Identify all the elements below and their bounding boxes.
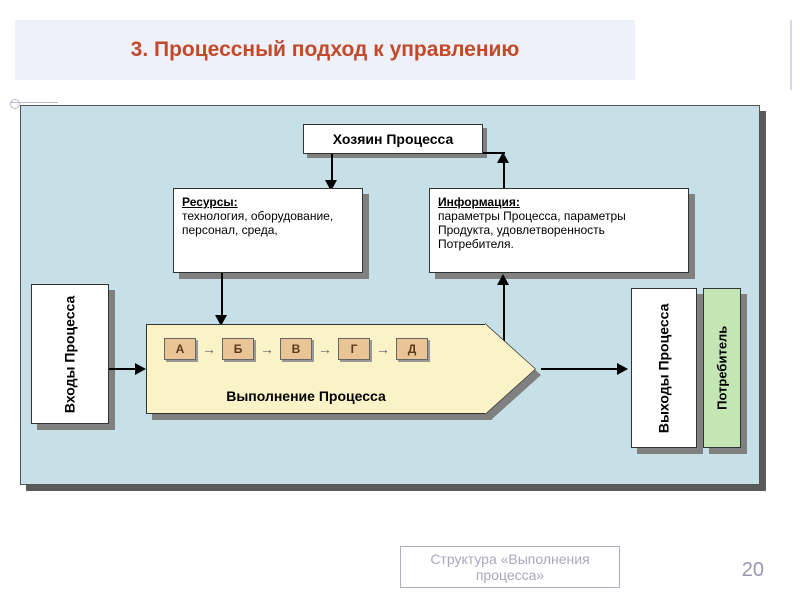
resources-box: Ресурсы: технология, оборудование, персо… — [173, 188, 363, 273]
page-number: 20 — [742, 559, 764, 582]
page-title: 3. Процессный подход к управлению — [131, 38, 520, 62]
consumer-label: Потребитель — [714, 326, 730, 410]
step-b: Б — [222, 338, 254, 360]
mini-arrow-icon: → — [260, 341, 274, 357]
arrowhead-process-to-info — [497, 274, 509, 285]
arrow-info-to-owner-h — [483, 152, 505, 154]
arrow-process-to-outputs — [541, 368, 619, 370]
info-box: Информация: параметры Процесса, параметр… — [429, 188, 689, 273]
outputs-box: Выходы Процесса — [631, 288, 697, 448]
mini-arrow-icon: → — [376, 341, 390, 357]
diagram-background: Хозяин Процесса Ресурсы: технология, обо… — [20, 105, 760, 485]
arrowhead-process-to-outputs — [617, 363, 628, 375]
process-execution-shape: А → Б → В → Г → Д Выполнение Процесса — [146, 324, 536, 414]
arrow-info-to-owner — [503, 162, 505, 188]
outputs-label: Выходы Процесса — [656, 303, 673, 433]
process-execution: А → Б → В → Г → Д Выполнение Процесса — [146, 324, 536, 414]
info-title: Информация: — [438, 195, 680, 209]
info-body: параметры Процесса, параметры Продукта, … — [438, 209, 680, 251]
arrow-resources-to-process — [221, 273, 223, 317]
footer-caption: Структура «Выполнения процесса» — [401, 551, 619, 583]
inputs-label: Входы Процесса — [62, 295, 79, 412]
arrowhead-inputs-to-process — [135, 363, 146, 375]
inputs-box: Входы Процесса — [31, 284, 109, 424]
diagram: Хозяин Процесса Ресурсы: технология, обо… — [20, 105, 760, 485]
step-d: Г — [338, 338, 370, 360]
process-execution-label: Выполнение Процесса — [146, 388, 466, 404]
step-a: А — [164, 338, 196, 360]
process-steps: А → Б → В → Г → Д — [164, 338, 428, 360]
decoration-right-bar — [790, 20, 792, 90]
resources-title: Ресурсы: — [182, 195, 354, 209]
arrow-inputs-to-process — [109, 368, 137, 370]
title-bar: 3. Процессный подход к управлению — [15, 20, 635, 80]
footer-caption-box: Структура «Выполнения процесса» — [400, 546, 620, 588]
owner-box: Хозяин Процесса — [303, 124, 483, 154]
mini-arrow-icon: → — [202, 341, 216, 357]
step-c: В — [280, 338, 312, 360]
owner-label: Хозяин Процесса — [333, 131, 454, 147]
step-e: Д — [396, 338, 428, 360]
consumer-box: Потребитель — [703, 288, 741, 448]
resources-body: технология, оборудование, персонал, сред… — [182, 209, 354, 237]
mini-arrow-icon: → — [318, 341, 332, 357]
arrow-owner-to-resources — [331, 154, 333, 182]
